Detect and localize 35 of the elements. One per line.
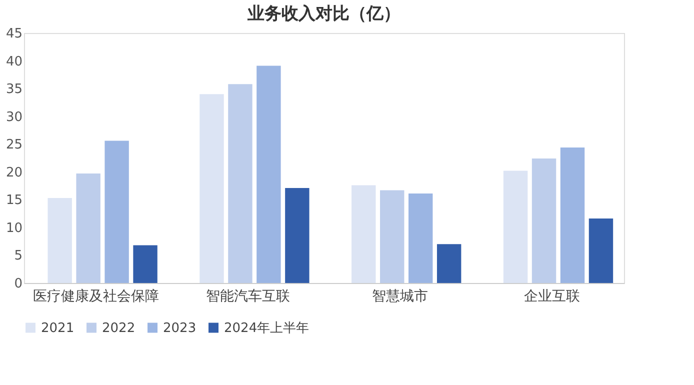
y-tick-label: 20 [6,165,22,180]
chart-title: 业务收入对比（亿） [246,4,400,24]
x-tick-label: 企业互联 [524,288,580,304]
bar [228,84,252,283]
bar [200,94,224,283]
y-tick-label: 5 [14,248,22,264]
x-tick-label: 智慧城市 [372,288,428,304]
x-tick-label: 智能汽车互联 [206,288,290,304]
y-tick-label: 10 [6,220,22,236]
y-tick-label: 25 [6,138,22,153]
legend-label: 2023 [163,320,196,336]
legend-label: 2024年上半年 [224,320,310,336]
bar [104,140,129,283]
bar [48,198,72,283]
y-tick-label: 40 [6,54,22,70]
y-tick-label: 15 [6,193,22,208]
bar [256,66,281,283]
bar [380,190,404,283]
bar [436,244,462,283]
bar [76,174,100,283]
y-tick-label: 30 [6,110,22,125]
x-tick-label: 医疗健康及社会保障 [33,288,160,304]
bar [503,170,528,283]
bar [408,194,433,283]
bar [532,158,556,283]
bar [588,218,614,283]
bar [560,147,585,283]
bar [133,245,158,283]
bar [352,185,376,283]
y-tick-label: 35 [6,82,22,98]
y-tick-label: 0 [14,276,22,292]
legend-label: 2022 [102,320,136,336]
legend-label: 2021 [41,320,74,336]
y-tick-label: 45 [6,26,22,42]
bar [285,188,310,283]
